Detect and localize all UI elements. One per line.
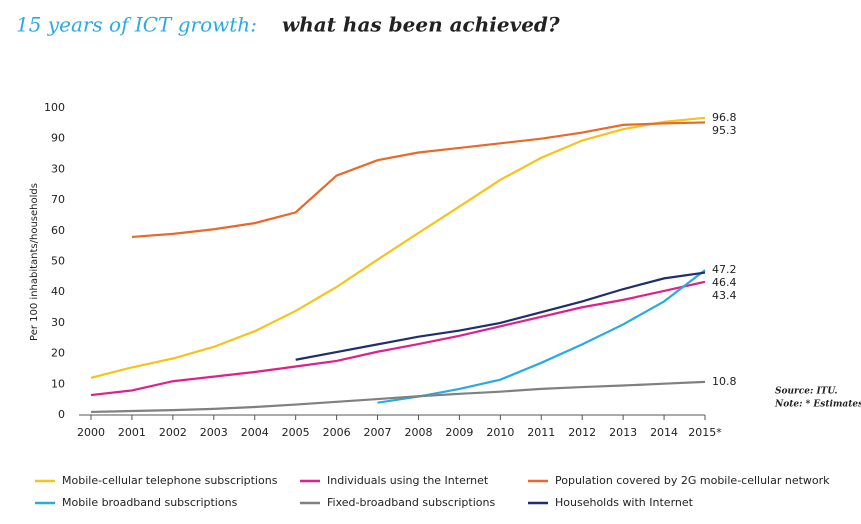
x-tick-label: 2001 — [118, 426, 146, 439]
y-tick-label: 40 — [51, 285, 65, 298]
y-tick-label: 90 — [51, 132, 65, 145]
y-tick-label: 20 — [51, 347, 65, 360]
series-line — [131, 121, 706, 239]
series-line — [295, 271, 706, 361]
legend-label: Households with Internet — [555, 496, 694, 509]
x-tick-label: 2003 — [200, 426, 228, 439]
legend-label: Mobile-cellular telephone subscriptions — [62, 474, 278, 487]
series-line — [90, 116, 706, 379]
y-tick-label: 50 — [51, 255, 65, 268]
y-tick-label: 0 — [58, 408, 65, 421]
end-value-label: 46.4 — [712, 276, 737, 289]
x-tick-label: 2004 — [241, 426, 269, 439]
x-tick-label: 2011 — [527, 426, 555, 439]
series-line — [377, 269, 706, 404]
chart-title-highlight: 15 years of ICT growth: — [16, 13, 257, 37]
y-tick-label: 100 — [44, 101, 65, 114]
series-line — [90, 380, 706, 414]
x-tick-label: 2008 — [404, 426, 432, 439]
end-value-label: 10.8 — [712, 375, 737, 388]
x-tick-label: 2002 — [159, 426, 187, 439]
note: Note: * Estimates. — [774, 400, 861, 410]
x-tick-label: 2012 — [568, 426, 596, 439]
x-tick-label: 2005 — [282, 426, 310, 439]
x-tick-label: 2014 — [650, 426, 678, 439]
source: Source: ITU. — [775, 387, 838, 397]
x-tick-label: 2015* — [688, 426, 722, 439]
y-tick-label: 30 — [51, 316, 65, 329]
x-tick-label: 2013 — [609, 426, 637, 439]
y-axis-label: Per 100 inhabitants/households — [29, 183, 40, 341]
x-tick-label: 2007 — [364, 426, 392, 439]
legend-label: Individuals using the Internet — [327, 474, 489, 487]
end-value-label: 95.3 — [712, 124, 737, 137]
legend-label: Population covered by 2G mobile-cellular… — [555, 474, 830, 487]
legend-label: Fixed-broadband subscriptions — [327, 496, 495, 509]
y-tick-label: 60 — [51, 224, 65, 237]
chart-title: what has been achieved? — [282, 13, 560, 37]
y-tick-label: 70 — [51, 193, 65, 206]
x-tick-label: 2000 — [77, 426, 105, 439]
x-tick-label: 2006 — [323, 426, 351, 439]
series-line — [90, 280, 706, 397]
legend-label: Mobile broadband subscriptions — [62, 496, 238, 509]
x-tick-label: 2009 — [445, 426, 473, 439]
end-value-label: 96.8 — [712, 111, 737, 124]
end-value-label: 43.4 — [712, 289, 737, 302]
y-tick-label: 30 — [51, 162, 65, 175]
end-value-label: 47.2 — [712, 263, 737, 276]
x-tick-label: 2010 — [486, 426, 514, 439]
y-tick-label: 10 — [51, 377, 65, 390]
